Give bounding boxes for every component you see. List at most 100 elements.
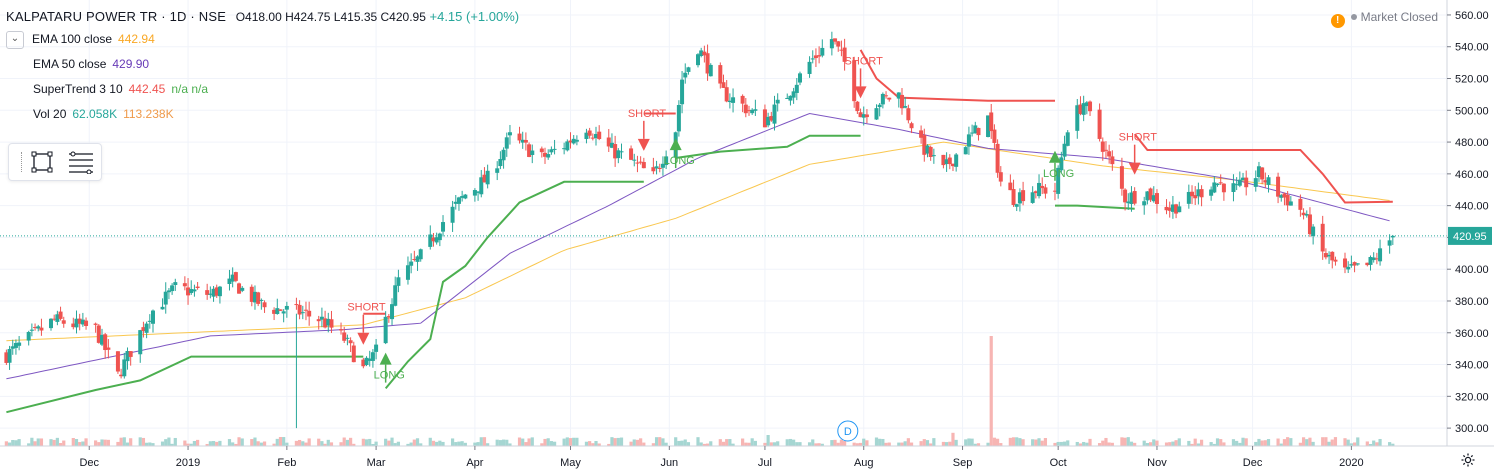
volume-bar — [610, 437, 614, 446]
volume-bar — [521, 438, 525, 446]
price-change: +4.15 (+1.00%) — [429, 9, 520, 24]
volume-bar — [1215, 438, 1220, 446]
rectangle-icon[interactable] — [29, 150, 55, 174]
candle-body — [791, 91, 796, 98]
volume-bar — [1196, 443, 1200, 446]
volume-bar — [1193, 438, 1197, 446]
candle-body — [1126, 201, 1131, 204]
volume-bar — [725, 439, 729, 446]
volume-bar — [55, 437, 59, 446]
candle-body — [619, 151, 624, 153]
volume-bar — [415, 438, 420, 446]
volume-bar — [189, 443, 193, 446]
volume-bar — [1034, 439, 1038, 446]
volume-bar — [814, 443, 818, 446]
candle-body — [342, 332, 347, 341]
volume-bar — [696, 437, 700, 446]
candle-body — [182, 283, 187, 287]
candle-body — [428, 234, 433, 247]
volume-bar — [103, 439, 107, 446]
candle-body — [1030, 192, 1035, 203]
horizontal-lines-icon[interactable] — [67, 150, 93, 175]
candle-body — [1011, 189, 1016, 205]
volume-bar — [992, 437, 997, 446]
volume-bar — [119, 437, 123, 446]
alert-icon[interactable]: ! — [1330, 14, 1345, 28]
volume-bar — [1321, 437, 1325, 446]
candle-body — [680, 79, 685, 105]
volume-bar — [897, 442, 901, 446]
candle-body — [836, 41, 841, 47]
chevron-down-icon[interactable]: ⌄ — [6, 31, 24, 49]
candle-body — [947, 157, 952, 165]
legend-supertrend[interactable]: SuperTrend 3 10 442.45 n/a n/a — [33, 82, 208, 96]
symbol-title[interactable]: KALPATARU POWER TR · 1D · NSE — [6, 9, 227, 24]
volume-bar — [811, 439, 815, 446]
volume-bar — [731, 443, 735, 446]
candle-body — [463, 194, 468, 199]
candle-body — [1110, 156, 1115, 165]
volume-bar — [1199, 439, 1204, 446]
candle-body — [1266, 177, 1271, 185]
volume-bar — [1066, 440, 1070, 446]
legend-ema100[interactable]: ⌄ EMA 100 close 442.94 — [6, 31, 155, 49]
candle-body — [122, 359, 127, 377]
volume-bar — [39, 438, 44, 446]
legend-ema50[interactable]: EMA 50 close 429.90 — [33, 57, 149, 71]
candle-body — [909, 123, 914, 129]
candle-body — [1075, 105, 1080, 131]
volume-bar — [275, 438, 279, 446]
short-signal-arrow — [854, 86, 867, 99]
volume-bar — [1059, 441, 1063, 446]
volume-bar — [588, 441, 592, 446]
candle-body — [284, 305, 289, 310]
candle-body — [211, 288, 216, 297]
candle-body — [10, 346, 15, 349]
y-tick-label: 560.00 — [1455, 10, 1489, 22]
candle-body — [1212, 182, 1217, 193]
candle-body — [597, 131, 602, 140]
volume-bar — [234, 443, 238, 446]
candle-body — [103, 334, 108, 351]
candle-body — [855, 101, 860, 112]
volume-bar — [317, 438, 321, 446]
volume-bar — [11, 440, 15, 446]
candle-body — [507, 132, 512, 136]
y-tick-label: 380.00 — [1455, 296, 1489, 308]
volume-bar — [862, 438, 866, 446]
volume-bar — [495, 439, 499, 446]
volume-bar — [1018, 438, 1022, 446]
candle-body — [769, 116, 774, 121]
ema100-line — [6, 141, 1390, 342]
volume-bar — [999, 443, 1003, 446]
candle-body — [523, 139, 528, 143]
candle-body — [995, 143, 1000, 173]
candle-body — [1253, 178, 1258, 187]
settings-gear-icon[interactable] — [1460, 452, 1476, 473]
candle-body — [441, 222, 446, 232]
volume-bar — [74, 439, 79, 446]
candle-body — [361, 359, 366, 367]
volume-bar — [575, 437, 579, 446]
legend-volume[interactable]: Vol 20 62.058K 113.238K — [33, 107, 174, 121]
volume-bar — [613, 438, 617, 446]
volume-bar — [352, 443, 356, 446]
volume-bar — [170, 443, 174, 446]
candle-body — [125, 351, 130, 362]
candle-body — [367, 358, 372, 361]
volume-bar — [925, 440, 930, 446]
candle-body — [106, 347, 111, 350]
candle-body — [884, 95, 889, 97]
candle-body — [1052, 190, 1057, 192]
volume-bar — [855, 443, 859, 446]
drag-handle[interactable] — [21, 152, 24, 172]
volume-bar — [364, 439, 369, 446]
candle-body — [409, 261, 414, 266]
volume-bar — [1375, 442, 1379, 446]
volume-bar — [1266, 439, 1271, 446]
volume-bar — [741, 438, 745, 446]
candle-body — [1021, 190, 1026, 202]
candle-body — [453, 201, 458, 204]
volume-bar — [294, 440, 299, 446]
